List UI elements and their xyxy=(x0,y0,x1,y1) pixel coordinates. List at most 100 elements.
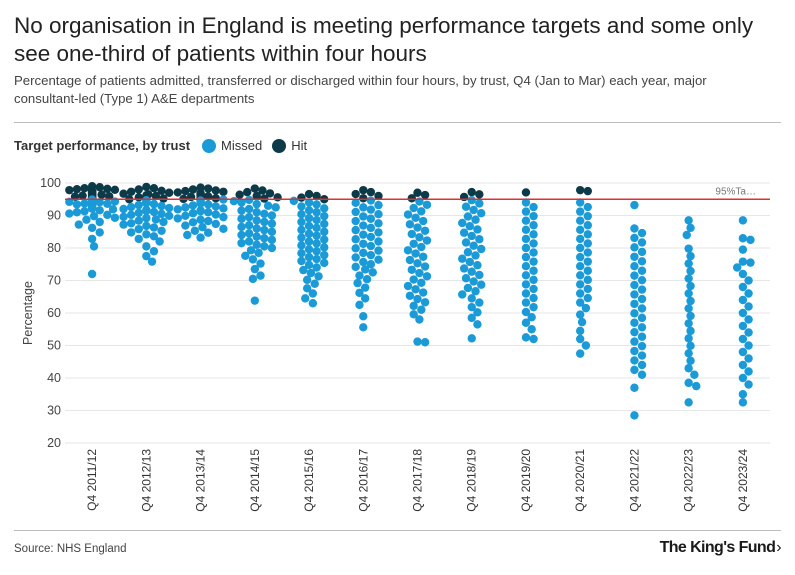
data-point xyxy=(463,248,473,257)
data-point xyxy=(409,239,418,248)
data-point xyxy=(411,213,420,222)
data-point xyxy=(575,280,585,289)
data-point xyxy=(271,203,280,212)
data-point xyxy=(351,198,360,208)
data-point xyxy=(304,245,314,254)
data-point xyxy=(459,264,469,273)
data-point xyxy=(630,200,639,210)
data-point xyxy=(72,184,82,194)
data-point xyxy=(155,237,164,246)
data-point xyxy=(469,205,478,215)
data-point xyxy=(467,302,476,312)
data-point xyxy=(250,296,260,305)
data-point xyxy=(250,184,260,193)
data-point xyxy=(244,229,254,238)
data-point xyxy=(258,186,267,195)
data-point xyxy=(575,298,585,307)
data-point xyxy=(198,223,207,232)
data-point xyxy=(630,318,639,327)
data-point xyxy=(463,212,473,221)
data-point xyxy=(744,302,753,311)
data-point xyxy=(684,289,693,298)
data-point xyxy=(252,224,261,233)
data-point xyxy=(360,294,370,303)
data-point xyxy=(181,203,190,212)
data-point xyxy=(188,185,198,194)
data-point xyxy=(419,288,428,297)
data-point xyxy=(413,259,422,268)
data-point xyxy=(686,281,695,291)
data-point xyxy=(738,308,748,318)
data-point xyxy=(248,274,258,284)
data-point xyxy=(211,202,220,211)
data-point xyxy=(359,203,368,212)
data-point xyxy=(211,194,220,203)
legend-item-missed[interactable]: Missed xyxy=(202,138,262,153)
data-point xyxy=(630,365,639,375)
data-point xyxy=(529,211,538,221)
data-point xyxy=(411,285,420,294)
data-point xyxy=(575,252,585,262)
data-point xyxy=(196,199,205,208)
data-point xyxy=(80,199,89,208)
data-point xyxy=(183,230,192,240)
data-point xyxy=(252,216,261,225)
data-point xyxy=(360,265,370,274)
data-point xyxy=(374,200,383,210)
data-point xyxy=(267,227,277,236)
data-point xyxy=(267,243,277,253)
data-point xyxy=(301,294,310,303)
missed-dot-icon xyxy=(202,138,217,153)
data-point xyxy=(65,209,74,218)
legend-item-hit[interactable]: Hit xyxy=(272,138,307,153)
data-point xyxy=(744,276,753,285)
data-point xyxy=(244,221,254,230)
x-tick-label: Q4 2016/17 xyxy=(356,449,370,512)
data-point xyxy=(351,225,360,235)
data-point xyxy=(583,186,592,196)
data-point xyxy=(366,205,376,214)
data-point xyxy=(260,209,269,219)
data-point xyxy=(575,198,585,207)
data-point xyxy=(304,237,314,246)
data-point xyxy=(134,200,143,210)
data-point xyxy=(196,215,205,224)
data-point xyxy=(252,208,261,217)
data-point xyxy=(237,214,246,223)
data-point xyxy=(684,274,693,283)
data-point xyxy=(738,334,748,344)
data-point xyxy=(87,223,97,233)
data-point xyxy=(521,234,531,244)
data-point xyxy=(74,220,84,229)
data-point xyxy=(252,240,261,249)
data-point xyxy=(732,263,742,272)
data-point xyxy=(521,280,531,289)
data-point xyxy=(126,187,136,196)
data-point xyxy=(374,228,383,237)
data-point xyxy=(583,239,592,248)
data-point xyxy=(422,236,432,245)
data-point xyxy=(521,307,531,317)
data-point xyxy=(134,224,143,234)
data-point xyxy=(164,188,174,197)
data-point xyxy=(463,283,473,293)
data-point xyxy=(684,259,693,268)
data-point xyxy=(304,229,314,238)
data-point xyxy=(89,211,99,221)
data-point xyxy=(173,214,182,223)
data-point xyxy=(310,279,319,288)
data-point xyxy=(420,338,430,347)
data-point xyxy=(477,209,486,218)
data-point xyxy=(692,381,701,391)
data-point xyxy=(147,257,157,266)
data-point xyxy=(637,228,647,238)
data-point xyxy=(157,209,166,219)
data-point xyxy=(320,258,329,268)
data-point xyxy=(738,257,748,266)
data-point xyxy=(630,224,639,233)
data-point xyxy=(304,260,314,270)
data-point xyxy=(103,184,112,194)
data-point xyxy=(302,284,312,293)
data-point xyxy=(353,278,362,288)
data-point xyxy=(134,208,143,218)
